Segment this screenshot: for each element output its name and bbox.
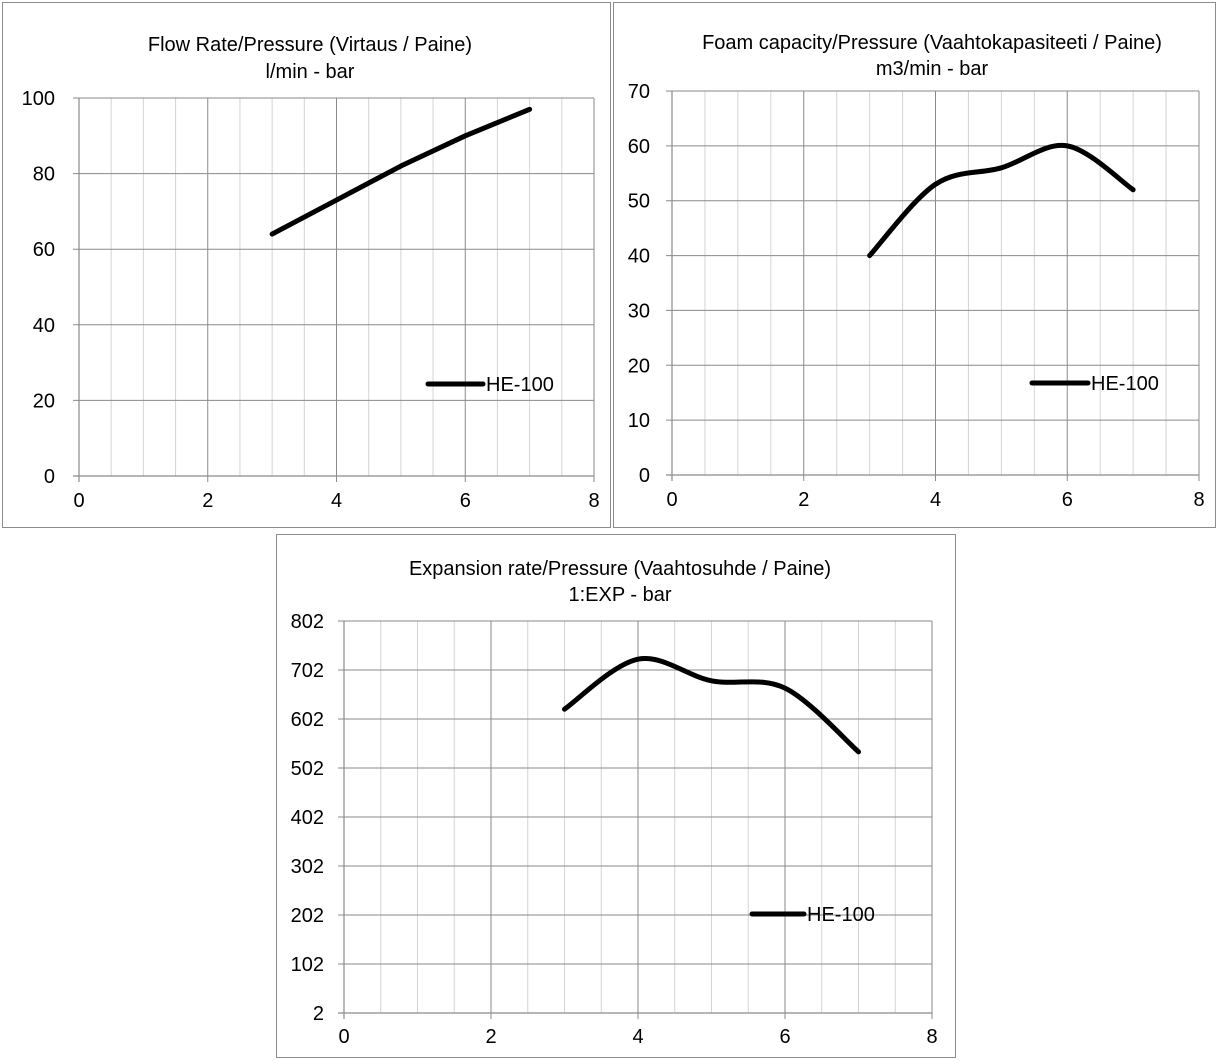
y-tick-label: 60 <box>33 239 55 261</box>
minor-gridlines <box>704 91 1167 475</box>
y-tick-label: 502 <box>291 758 324 780</box>
y-tick-label: 402 <box>291 807 324 829</box>
x-tick-label: 2 <box>202 490 213 512</box>
chart-subtitle: 1:EXP - bar <box>568 584 671 606</box>
y-tick-label: 702 <box>291 660 324 682</box>
y-tick-label: 2 <box>313 1003 324 1025</box>
x-tick-label: 4 <box>930 489 941 511</box>
minor-gridlines <box>110 98 563 476</box>
chart-subtitle: m3/min - bar <box>876 58 989 80</box>
y-tick-label: 30 <box>628 300 650 322</box>
x-tick-label: 8 <box>926 1026 937 1048</box>
series-line-he-100 <box>867 142 1136 259</box>
legend-label: HE-100 <box>807 904 875 926</box>
y-tick-label: 302 <box>291 856 324 878</box>
series-line-he-100 <box>562 656 861 755</box>
y-tick-label: 10 <box>628 410 650 432</box>
series-line-he-100 <box>269 106 533 237</box>
y-tick-label: 60 <box>628 136 650 158</box>
chart-expansion-rate-svg: Expansion rate/Pressure (Vaahtosuhde / P… <box>291 558 938 1048</box>
major-gridlines <box>338 620 933 1019</box>
x-tick-label: 6 <box>779 1026 790 1048</box>
y-tick-label: 40 <box>33 315 55 337</box>
legend-label: HE-100 <box>486 374 554 396</box>
y-tick-label: 202 <box>291 905 324 927</box>
x-tick-label: 4 <box>632 1026 643 1048</box>
chart-title: Flow Rate/Pressure (Virtaus / Paine) <box>148 34 472 56</box>
y-tick-label: 70 <box>628 81 650 103</box>
y-tick-label: 0 <box>639 465 650 487</box>
y-tick-label: 0 <box>44 466 55 488</box>
y-tick-label: 50 <box>628 191 650 213</box>
chart-expansion-rate: Expansion rate/Pressure (Vaahtosuhde / P… <box>276 534 956 1058</box>
x-tick-label: 0 <box>666 489 677 511</box>
legend-label: HE-100 <box>1091 373 1159 395</box>
y-tick-label: 602 <box>291 709 324 731</box>
x-tick-label: 8 <box>1193 489 1204 511</box>
x-tick-label: 2 <box>485 1026 496 1048</box>
x-tick-label: 8 <box>588 490 599 512</box>
x-tick-label: 6 <box>1062 489 1073 511</box>
y-tick-label: 40 <box>628 246 650 268</box>
chart-foam-capacity: Foam capacity/Pressure (Vaahtokapasiteet… <box>613 2 1216 528</box>
y-tick-label: 20 <box>628 355 650 377</box>
x-tick-label: 6 <box>460 490 471 512</box>
x-tick-label: 2 <box>798 489 809 511</box>
y-tick-label: 80 <box>33 164 55 186</box>
x-tick-label: 4 <box>331 490 342 512</box>
y-tick-label: 20 <box>33 390 55 412</box>
chart-title: Expansion rate/Pressure (Vaahtosuhde / P… <box>409 558 831 580</box>
y-tick-label: 802 <box>291 611 324 633</box>
y-tick-label: 102 <box>291 954 324 976</box>
major-gridlines <box>73 97 595 482</box>
chart-flow-rate: Flow Rate/Pressure (Virtaus / Paine) l/mi… <box>2 2 611 528</box>
x-tick-label: 0 <box>73 490 84 512</box>
y-tick-label: 100 <box>22 88 55 110</box>
major-gridlines <box>666 90 1200 481</box>
chart-foam-capacity-svg: Foam capacity/Pressure (Vaahtokapasiteet… <box>628 32 1205 511</box>
chart-subtitle: l/min - bar <box>266 61 355 83</box>
chart-flow-rate-svg: Flow Rate/Pressure (Virtaus / Paine) l/mi… <box>22 34 600 512</box>
x-tick-label: 0 <box>338 1026 349 1048</box>
chart-title: Foam capacity/Pressure (Vaahtokapasiteet… <box>702 32 1162 54</box>
